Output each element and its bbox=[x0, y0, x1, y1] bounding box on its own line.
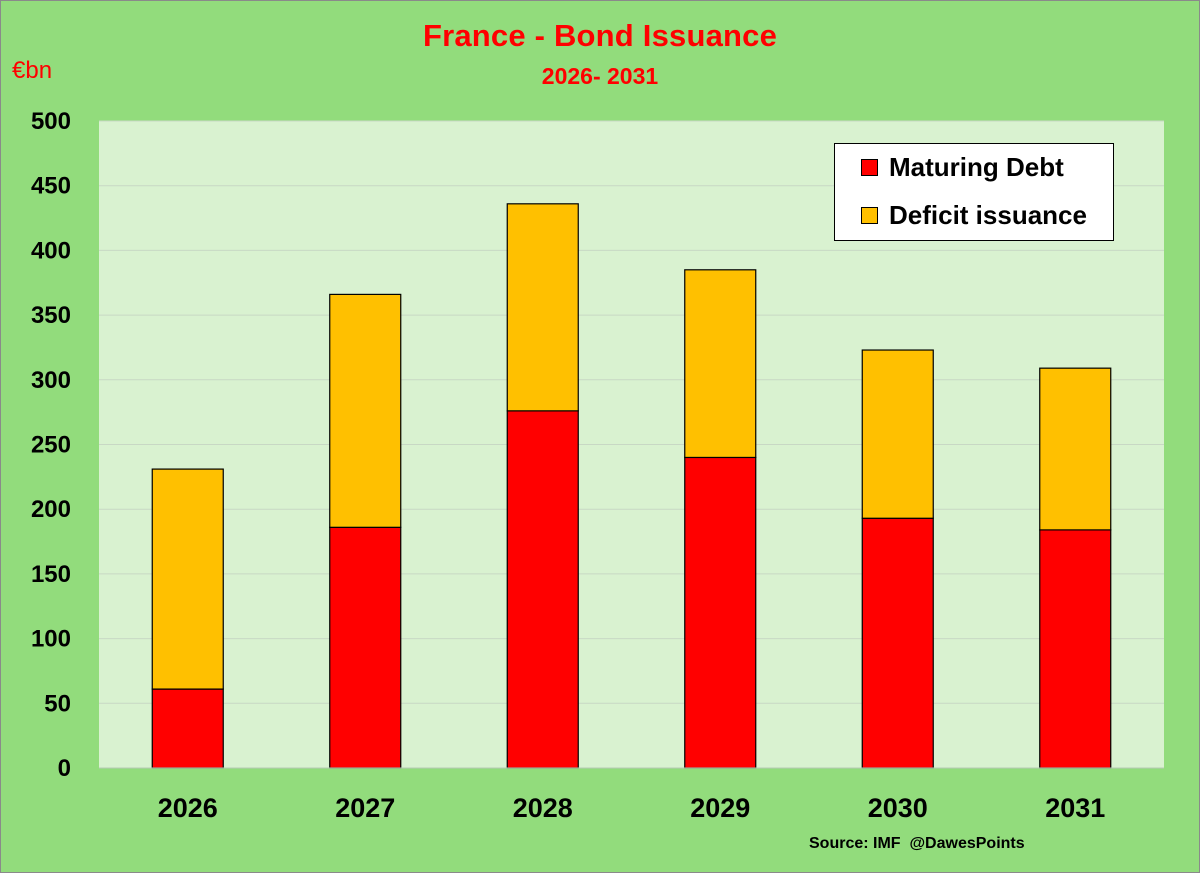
legend-swatch-deficit-issuance bbox=[861, 207, 878, 224]
x-tick-label: 2031 bbox=[1045, 793, 1105, 823]
legend: Maturing Debt Deficit issuance bbox=[834, 143, 1114, 241]
bar-maturing-debt-2028 bbox=[506, 410, 579, 769]
y-tick-label: 300 bbox=[31, 367, 71, 394]
y-axis-unit: €bn bbox=[12, 57, 53, 84]
y-tick-label: 250 bbox=[31, 432, 71, 459]
bar-maturing-debt-2026 bbox=[151, 688, 224, 769]
y-tick-label: 450 bbox=[31, 173, 71, 200]
y-tick-label: 500 bbox=[31, 108, 71, 135]
bar-maturing-debt-2031 bbox=[1039, 529, 1112, 769]
bar-deficit-issuance-2029 bbox=[684, 269, 757, 459]
bar-deficit-issuance-2031 bbox=[1039, 367, 1112, 531]
x-tick-label: 2026 bbox=[158, 793, 218, 823]
bar-deficit-issuance-2027 bbox=[329, 293, 402, 528]
x-tick-label: 2030 bbox=[868, 793, 928, 823]
bar-maturing-debt-2029 bbox=[684, 456, 757, 769]
y-tick-label: 0 bbox=[58, 755, 71, 782]
y-tick-label: 150 bbox=[31, 561, 71, 588]
bar-deficit-issuance-2026 bbox=[151, 468, 224, 690]
y-tick-label: 200 bbox=[31, 496, 71, 523]
y-tick-label: 400 bbox=[31, 237, 71, 264]
y-tick-label: 350 bbox=[31, 302, 71, 329]
legend-item-maturing-debt: Maturing Debt bbox=[861, 152, 1064, 183]
x-tick-label: 2027 bbox=[335, 793, 395, 823]
chart-title: France - Bond Issuance bbox=[422, 18, 778, 53]
x-tick-label: 2028 bbox=[513, 793, 573, 823]
bar-maturing-debt-2030 bbox=[861, 517, 934, 769]
bar-deficit-issuance-2028 bbox=[506, 203, 579, 412]
bar-deficit-issuance-2030 bbox=[861, 349, 934, 519]
chart-subtitle: 2026- 2031 bbox=[541, 63, 659, 89]
y-tick-label: 100 bbox=[31, 626, 71, 653]
bar-maturing-debt-2027 bbox=[329, 526, 402, 769]
y-tick-label: 50 bbox=[44, 690, 71, 717]
legend-label-deficit-issuance: Deficit issuance bbox=[889, 200, 1087, 230]
legend-item-deficit-issuance: Deficit issuance bbox=[861, 200, 1087, 231]
source-note: Source: IMF @DawesPoints bbox=[809, 835, 1025, 852]
x-tick-label: 2029 bbox=[690, 793, 750, 823]
legend-label-maturing-debt: Maturing Debt bbox=[889, 152, 1064, 182]
legend-swatch-maturing-debt bbox=[861, 159, 878, 176]
